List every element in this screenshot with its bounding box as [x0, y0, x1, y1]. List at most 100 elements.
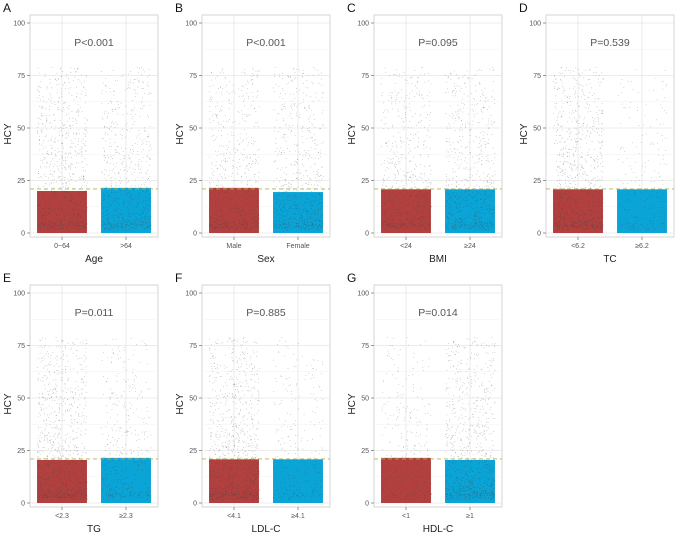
x-tick-label: <24 — [400, 243, 412, 250]
y-axis-label: HCY — [519, 123, 530, 144]
panel-letter: F — [175, 271, 182, 285]
x-tick-label: >64 — [120, 243, 132, 250]
chart-panel-a: 0 25 50 75 100 0~64 >64 A P<0.001 Age HCY — [3, 1, 159, 265]
bar-f-1 — [209, 459, 259, 503]
points-g-2 — [445, 337, 496, 501]
y-tick-label: 50 — [533, 125, 541, 132]
x-axis-label: Sex — [257, 254, 274, 265]
panel-letter: A — [3, 1, 11, 15]
y-tick-label: 75 — [17, 73, 25, 80]
y-tick-label: 25 — [189, 448, 197, 455]
bar-f-2 — [273, 459, 323, 503]
p-value-label: P=0.014 — [418, 307, 458, 319]
y-tick-label: 0 — [21, 500, 25, 507]
y-tick-label: 0 — [365, 500, 369, 507]
y-tick-label: 100 — [13, 290, 25, 297]
x-tick-label: <6.2 — [571, 243, 585, 250]
bar-b-1 — [209, 187, 259, 233]
y-axis-label: HCY — [3, 393, 14, 414]
panel-letter: C — [347, 1, 356, 15]
bar-a-1 — [37, 191, 87, 233]
bar-c-2 — [445, 189, 495, 233]
bar-g-2 — [445, 459, 495, 503]
x-axis-label: Age — [85, 254, 103, 265]
x-tick-label: <4.1 — [227, 513, 241, 520]
x-tick-label: Male — [226, 243, 241, 250]
y-tick-label: 25 — [189, 178, 197, 185]
x-tick-label: 0~64 — [54, 243, 70, 250]
p-value-label: P<0.001 — [74, 37, 114, 49]
points-c-2 — [445, 67, 496, 231]
y-tick-label: 50 — [17, 125, 25, 132]
y-tick-label: 75 — [361, 73, 369, 80]
panel-letter: E — [3, 271, 11, 285]
points-d-1 — [553, 67, 604, 231]
y-tick-label: 25 — [361, 178, 369, 185]
chart-panel-b: 0 25 50 75 100 Male Female B P<0.001 Sex HCY — [175, 1, 331, 265]
y-tick-label: 50 — [361, 395, 369, 402]
y-tick-label: 100 — [185, 20, 197, 27]
p-value-label: P=0.011 — [75, 307, 114, 319]
p-value-label: P=0.885 — [246, 307, 286, 319]
y-tick-label: 100 — [357, 20, 369, 27]
points-a-1 — [37, 67, 88, 231]
x-axis-label: BMI — [429, 254, 447, 265]
y-tick-label: 25 — [361, 448, 369, 455]
y-tick-label: 50 — [17, 395, 25, 402]
bar-d-1 — [553, 189, 603, 233]
bar-a-2 — [101, 187, 151, 233]
x-axis-label: TG — [87, 524, 101, 533]
y-axis-label: HCY — [175, 393, 186, 414]
y-tick-label: 100 — [185, 290, 197, 297]
y-tick-label: 50 — [361, 125, 369, 132]
bar-d-2 — [617, 189, 667, 233]
panel-letter: D — [519, 1, 528, 15]
points-e-2 — [101, 338, 152, 500]
x-tick-label: ≥6.2 — [635, 243, 649, 250]
y-tick-label: 75 — [17, 343, 25, 350]
p-value-label: P=0.095 — [418, 37, 458, 49]
chart-panel-d: 0 25 50 75 100 <6.2 ≥6.2 D P=0.539 TC HCY — [519, 1, 675, 265]
x-tick-label: ≥24 — [464, 243, 476, 250]
points-c-1 — [381, 67, 432, 231]
y-tick-label: 0 — [21, 230, 25, 237]
y-tick-label: 0 — [193, 230, 197, 237]
y-axis-label: HCY — [175, 123, 186, 144]
points-f-1 — [209, 337, 260, 501]
x-tick-label: Female — [286, 243, 309, 250]
bar-c-1 — [381, 189, 431, 233]
points-b-1 — [209, 67, 260, 231]
points-g-1 — [381, 337, 432, 500]
bar-b-2 — [273, 192, 323, 233]
chart-panel-c: 0 25 50 75 100 <24 ≥24 C P=0.095 BMI HCY — [347, 1, 503, 265]
y-tick-label: 0 — [365, 230, 369, 237]
chart-panel-e: 0 25 50 75 100 <2.3 ≥2.3 E P=0.011 TG HCY — [3, 271, 159, 533]
p-value-label: P=0.539 — [590, 37, 630, 49]
x-axis-label: HDL-C — [423, 524, 454, 533]
points-e-1 — [37, 337, 88, 501]
y-axis-label: HCY — [347, 393, 358, 414]
y-tick-label: 0 — [193, 500, 197, 507]
points-d-2 — [617, 69, 667, 231]
y-tick-label: 75 — [189, 343, 197, 350]
bar-g-1 — [381, 457, 431, 503]
y-axis-label: HCY — [347, 123, 358, 144]
y-tick-label: 100 — [13, 20, 25, 27]
chart-panel-g: 0 25 50 75 100 <1 ≥1 G P=0.014 HDL-C HCY — [347, 271, 503, 533]
y-axis-label: HCY — [3, 123, 14, 144]
x-tick-label: ≥4.1 — [291, 513, 305, 520]
y-tick-label: 0 — [537, 230, 541, 237]
points-f-2 — [273, 337, 324, 500]
y-tick-label: 25 — [17, 448, 25, 455]
bar-e-2 — [101, 457, 151, 503]
y-tick-label: 75 — [533, 73, 541, 80]
x-axis-label: TC — [603, 254, 616, 265]
chart-panel-f: 0 25 50 75 100 <4.1 ≥4.1 F P=0.885 LDL-C HCY — [175, 271, 331, 533]
y-tick-label: 100 — [529, 20, 541, 27]
y-tick-label: 25 — [533, 178, 541, 185]
x-tick-label: <1 — [402, 513, 410, 520]
y-tick-label: 75 — [361, 343, 369, 350]
points-b-2 — [273, 67, 324, 231]
x-tick-label: <2.3 — [55, 513, 69, 520]
